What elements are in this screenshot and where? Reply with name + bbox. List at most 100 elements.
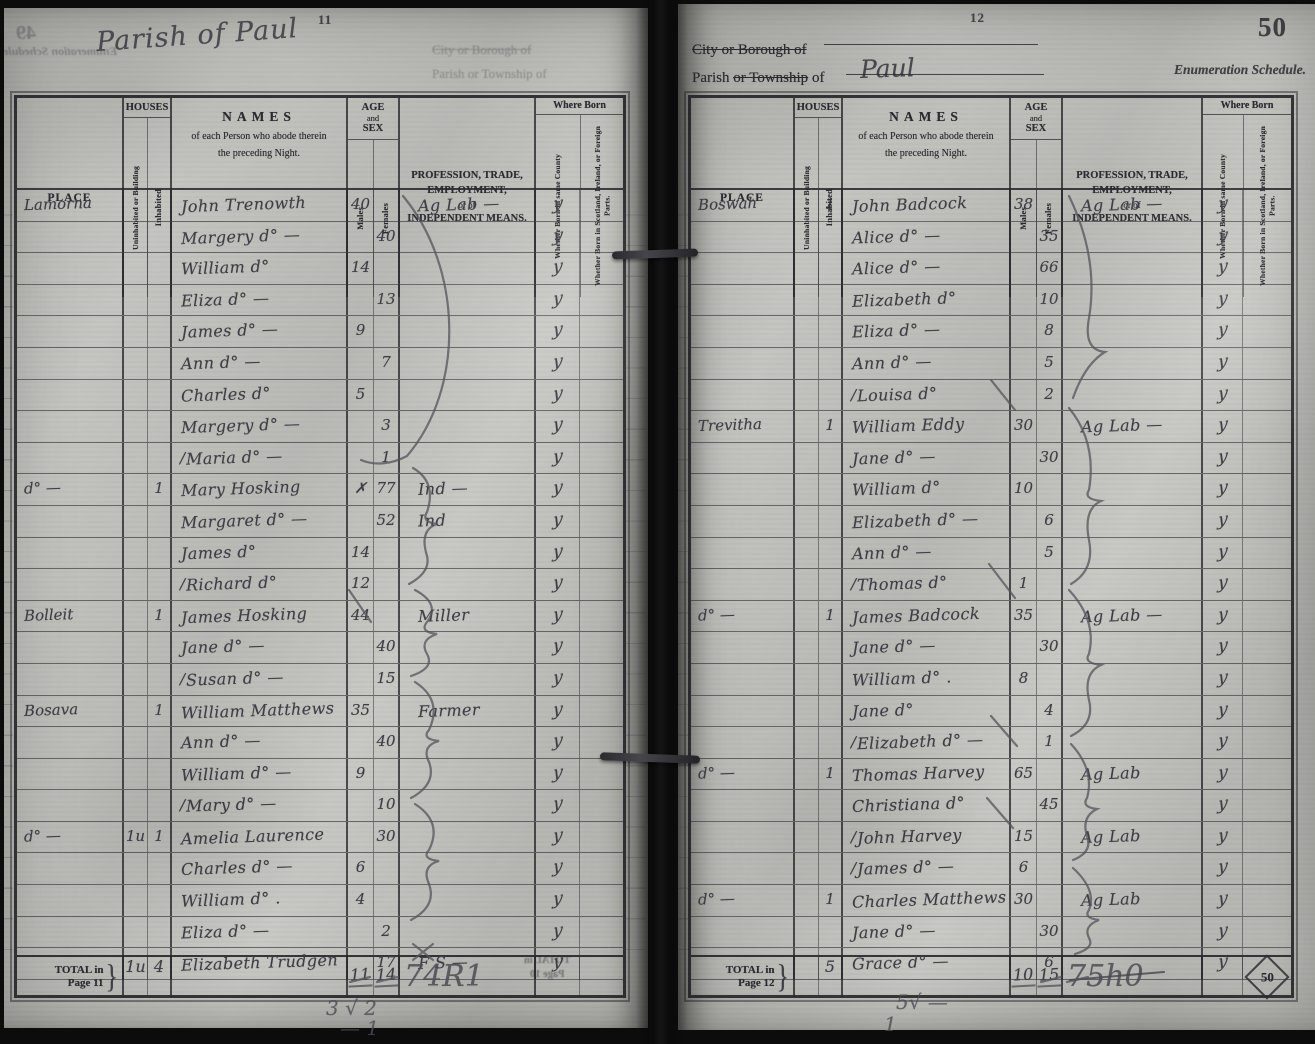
place-cell	[691, 632, 795, 663]
person-name: Margaret d° —	[180, 508, 308, 533]
person-name: William d° .	[851, 667, 952, 690]
age-males-cell	[1011, 347, 1037, 379]
age-males-cell: 12	[348, 569, 374, 600]
uninhabited-cell	[795, 853, 819, 885]
age-males-cell	[1011, 916, 1037, 948]
table-row: William d° — 9 y	[17, 758, 623, 791]
profession-cell: Ind —	[400, 474, 536, 505]
bleed-row-lines-left-margin	[4, 185, 13, 950]
born-same-county-cell: y	[536, 632, 580, 663]
inhabited-cell: 1	[148, 474, 172, 505]
born-same-county-cell: y	[1203, 347, 1243, 379]
table-row: Jane d° — 30 y	[691, 916, 1291, 949]
parish-township-line: Parish or Township of	[692, 70, 825, 86]
person-name: Jane d° —	[851, 635, 937, 658]
place-cell: d° —	[691, 885, 795, 916]
person-name: Ann d° —	[851, 541, 933, 563]
age-females-cell	[1037, 853, 1063, 885]
age-males-cell	[348, 727, 374, 758]
age-females-cell	[1037, 821, 1063, 853]
table-row: Ann d° — 5 y	[691, 537, 1291, 570]
person-name: Elizabeth d° —	[851, 508, 979, 533]
place-cell	[691, 316, 795, 347]
place-cell	[17, 885, 124, 916]
profession-cell	[1063, 569, 1203, 600]
name-cell: Amelia Laurence	[172, 821, 348, 853]
inhabited-cell	[819, 284, 843, 316]
age-females-cell: 5	[1037, 537, 1063, 569]
profession-cell	[1063, 663, 1203, 695]
city-borough-line: City or Borough of	[692, 42, 807, 58]
person-name: Charles d°	[180, 383, 272, 406]
age-females-cell: 7	[374, 347, 400, 379]
name-cell: Charles d° —	[172, 853, 348, 885]
age-males-cell: 9	[348, 758, 374, 790]
uninhabited-cell	[795, 758, 819, 790]
born-same-county-cell: y	[1203, 885, 1243, 916]
born-same-county-cell: y	[536, 758, 580, 790]
table-row: d° — 1 Thomas Harvey 65 Ag Lab y	[691, 758, 1291, 791]
age-males-cell: 6	[348, 853, 374, 885]
age-males-cell	[348, 442, 374, 474]
table-row: Bosava 1 William Matthews 35 Farmer y	[17, 695, 623, 728]
person-name: Margery d° —	[180, 414, 301, 438]
name-cell: William d° —	[172, 758, 348, 790]
name-cell: Jane d° —	[843, 442, 1011, 474]
person-name: William Eddy	[851, 414, 965, 438]
born-elsewhere-cell	[1243, 853, 1291, 884]
person-name: William d° .	[180, 888, 281, 911]
born-same-county-cell: y	[1203, 316, 1243, 347]
uninhabited-cell	[795, 474, 819, 505]
born-same-county-cell: y	[1203, 695, 1243, 727]
profession-cell	[400, 821, 536, 853]
uninhabited-cell	[124, 253, 148, 284]
born-elsewhere-cell	[1243, 506, 1291, 537]
total-uninhabited	[795, 957, 819, 997]
age-females-cell: 2	[1037, 379, 1063, 411]
name-cell: ∕John Harvey	[843, 821, 1011, 853]
handwritten-parish-title: Parish of Paul	[95, 12, 300, 59]
born-elsewhere-cell	[580, 411, 623, 442]
place-cell: Trevitha	[691, 411, 795, 442]
place-cell	[17, 284, 124, 316]
place-cell: d° —	[691, 758, 795, 790]
inhabited-cell	[148, 316, 172, 347]
age-males-cell: 8	[1011, 663, 1037, 695]
column-header-born-elsewhere: Whether Born in Scotland, Ireland, or Fo…	[1258, 126, 1277, 286]
profession-cell	[400, 411, 536, 442]
name-cell: Jane d° —	[843, 916, 1011, 948]
uninhabited-cell	[795, 600, 819, 632]
born-same-county-cell: y	[536, 569, 580, 600]
place-cell: d° —	[17, 821, 124, 853]
inhabited-cell: 1	[819, 885, 843, 916]
age-females-cell	[374, 537, 400, 569]
profession-cell	[400, 885, 536, 916]
born-same-county-cell: y	[536, 221, 580, 253]
total-scribble-cell: 74R1	[400, 957, 536, 997]
table-header: PLACE HOUSES Uninhabited or Building Inh…	[17, 98, 623, 298]
census-table-left: PLACE HOUSES Uninhabited or Building Inh…	[10, 91, 630, 1002]
inhabited-cell	[148, 442, 172, 474]
total-born2-blank	[580, 957, 623, 997]
profession-cell	[1063, 727, 1203, 758]
table-row: ∕Maria d° — 1 y	[17, 442, 623, 475]
uninhabited-cell	[795, 569, 819, 600]
place-cell	[17, 316, 124, 347]
inhabited-cell	[148, 885, 172, 916]
age-females-cell: 77	[374, 474, 400, 505]
table-row: Trevitha 1 William Eddy 30 Ag Lab — y	[691, 411, 1291, 443]
uninhabited-cell	[795, 253, 819, 284]
household-mark: ∕	[851, 827, 857, 846]
inhabited-cell	[819, 474, 843, 505]
born-same-county-cell: y	[536, 347, 580, 379]
born-same-county-cell: y	[1203, 916, 1243, 948]
place-cell	[691, 379, 795, 411]
uninhabited-cell	[124, 221, 148, 253]
folio-stamp-number: 50	[1258, 12, 1287, 42]
uninhabited-cell	[124, 695, 148, 727]
profession-cell: Miller	[400, 600, 536, 632]
age-males-cell	[348, 790, 374, 821]
table-row: Christiana d° 45 y	[691, 790, 1291, 822]
born-elsewhere-cell	[1243, 664, 1291, 695]
born-elsewhere-cell	[580, 790, 623, 821]
